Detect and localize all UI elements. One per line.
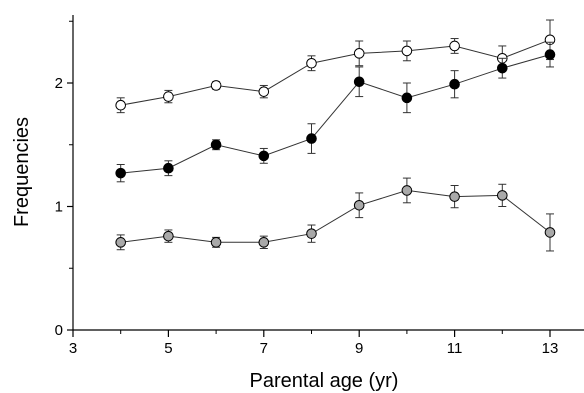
data-point bbox=[449, 191, 460, 202]
data-point bbox=[258, 86, 270, 97]
data-point bbox=[115, 167, 126, 179]
x-axis: 3 5 7 9 11 13 bbox=[69, 329, 584, 357]
data-point bbox=[401, 185, 413, 196]
data-point bbox=[497, 190, 508, 201]
data-point bbox=[115, 99, 126, 111]
data-point bbox=[163, 162, 174, 174]
data-point bbox=[497, 62, 508, 74]
data-point bbox=[401, 45, 413, 57]
data-point bbox=[306, 57, 317, 69]
data-point bbox=[306, 228, 317, 239]
data-point bbox=[401, 92, 413, 104]
y-tick-label: 0 bbox=[55, 322, 63, 339]
data-point bbox=[544, 49, 556, 60]
x-tick-label: 13 bbox=[542, 340, 559, 357]
series-gray bbox=[115, 177, 556, 252]
x-axis-title: Parental age (yr) bbox=[250, 370, 399, 392]
y-axis: 0 1 2 bbox=[55, 15, 74, 339]
y-ticks: 0 1 2 bbox=[55, 20, 73, 339]
data-point bbox=[115, 237, 126, 248]
data-point bbox=[306, 133, 317, 144]
data-point bbox=[163, 230, 174, 242]
data-point bbox=[210, 139, 222, 151]
series-line bbox=[120, 39, 551, 106]
data-point bbox=[163, 91, 174, 102]
series-line bbox=[120, 189, 551, 243]
x-tick-label: 11 bbox=[447, 340, 463, 357]
data-point bbox=[449, 40, 460, 52]
data-point bbox=[258, 150, 270, 162]
data-point bbox=[258, 237, 270, 248]
x-tick-label: 5 bbox=[164, 340, 172, 357]
data-point bbox=[353, 48, 365, 59]
plot-series bbox=[115, 19, 556, 252]
y-tick-label: 1 bbox=[55, 199, 63, 216]
data-point bbox=[544, 227, 556, 238]
data-point bbox=[353, 76, 365, 88]
data-point bbox=[210, 237, 222, 248]
series-line bbox=[120, 54, 551, 174]
x-ticks: 3 5 7 9 11 13 bbox=[69, 330, 559, 357]
data-point bbox=[449, 78, 460, 90]
y-tick-label: 2 bbox=[55, 75, 63, 92]
series-open bbox=[115, 19, 556, 114]
x-tick-label: 3 bbox=[69, 340, 77, 357]
x-tick-label: 9 bbox=[355, 340, 363, 357]
data-point bbox=[210, 80, 222, 91]
y-axis-title: Frequencies bbox=[11, 117, 33, 227]
series-filled bbox=[115, 41, 556, 183]
data-point bbox=[353, 199, 365, 211]
x-tick-label: 7 bbox=[260, 340, 268, 357]
